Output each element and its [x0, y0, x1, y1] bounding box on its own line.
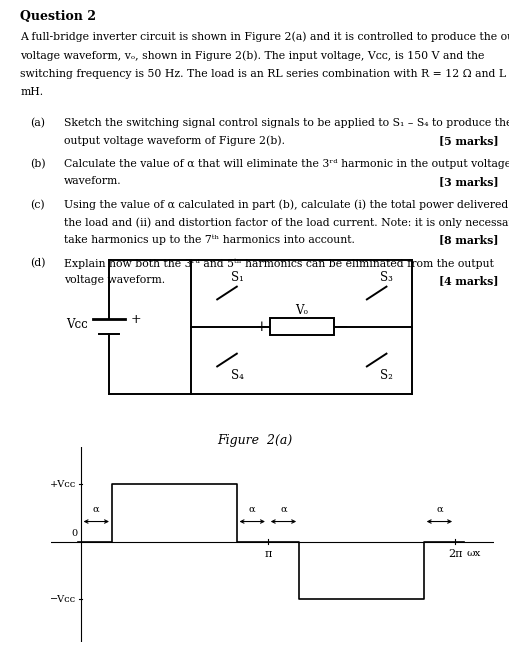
- Text: +Vᴄᴄ: +Vᴄᴄ: [50, 480, 76, 489]
- Text: switching frequency is 50 Hz. The load is an RL series combination with R = 12 Ω: switching frequency is 50 Hz. The load i…: [20, 69, 509, 79]
- Text: [3 marks]: [3 marks]: [439, 176, 499, 187]
- Text: Explain how both the 3ʳᵈ and 5ᵗʰ harmonics can be eliminated from the output: Explain how both the 3ʳᵈ and 5ᵗʰ harmoni…: [64, 258, 494, 269]
- Text: +: +: [131, 313, 142, 326]
- Text: +: +: [255, 320, 267, 334]
- Text: output voltage waveform of Figure 2(b).: output voltage waveform of Figure 2(b).: [64, 135, 285, 146]
- Text: S₂: S₂: [380, 369, 393, 382]
- Text: S₄: S₄: [231, 369, 243, 382]
- Text: Question 2: Question 2: [20, 10, 96, 23]
- Text: −Vᴄᴄ: −Vᴄᴄ: [50, 594, 76, 604]
- Text: A full-bridge inverter circuit is shown in Figure 2(a) and it is controlled to p: A full-bridge inverter circuit is shown …: [20, 32, 509, 42]
- Text: ωx: ωx: [467, 549, 482, 558]
- Bar: [270, 318, 334, 334]
- Text: the load and (ii) and distortion factor of the load current. Note: it is only ne: the load and (ii) and distortion factor …: [64, 217, 509, 228]
- Text: α: α: [436, 505, 443, 514]
- Text: voltage waveform, vₒ, shown in Figure 2(b). The input voltage, Vᴄᴄ, is 150 V and: voltage waveform, vₒ, shown in Figure 2(…: [20, 50, 485, 61]
- Text: α: α: [93, 505, 100, 514]
- Text: Vᴄᴄ: Vᴄᴄ: [66, 318, 88, 331]
- Text: mH.: mH.: [20, 87, 43, 97]
- Text: (b): (b): [31, 159, 46, 169]
- Text: 2π: 2π: [448, 549, 462, 559]
- Text: −: −: [337, 320, 349, 334]
- Text: 0: 0: [72, 528, 78, 538]
- Text: α: α: [280, 505, 287, 514]
- Text: voltage waveform.: voltage waveform.: [64, 275, 165, 285]
- Text: [4 marks]: [4 marks]: [439, 275, 499, 287]
- Text: Figure  2(a): Figure 2(a): [217, 434, 292, 447]
- Text: π: π: [264, 549, 271, 559]
- Text: S₁: S₁: [231, 271, 243, 284]
- Text: Vₒ: Vₒ: [295, 304, 308, 316]
- Text: Sketch the switching signal control signals to be applied to S₁ – S₄ to produce : Sketch the switching signal control sign…: [64, 118, 509, 128]
- Text: [8 marks]: [8 marks]: [439, 234, 499, 246]
- Text: (a): (a): [31, 118, 45, 128]
- Text: [5 marks]: [5 marks]: [439, 135, 499, 146]
- Text: (d): (d): [31, 258, 46, 269]
- Text: waveform.: waveform.: [64, 176, 121, 186]
- Text: α: α: [249, 505, 256, 514]
- Text: take harmonics up to the 7ᵗʰ harmonics into account.: take harmonics up to the 7ᵗʰ harmonics i…: [64, 234, 354, 245]
- Text: Using the value of α calculated in part (b), calculate (i) the total power deliv: Using the value of α calculated in part …: [64, 200, 509, 211]
- Text: Calculate the value of α that will eliminate the 3ʳᵈ harmonic in the output volt: Calculate the value of α that will elimi…: [64, 159, 509, 169]
- Text: (c): (c): [31, 200, 45, 211]
- Text: S₃: S₃: [380, 271, 393, 284]
